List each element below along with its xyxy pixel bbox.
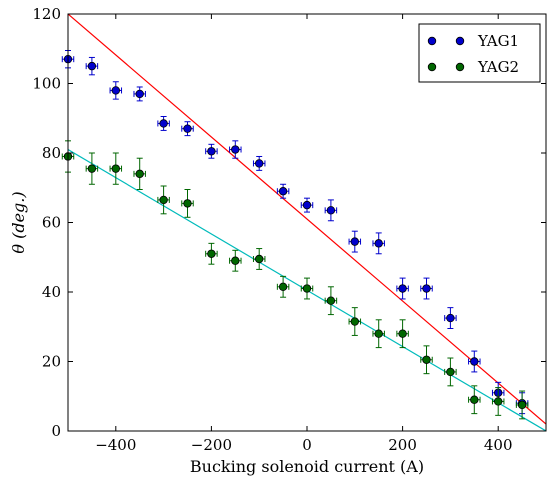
- x-tick-label: −400: [95, 436, 136, 454]
- data-point-marker: [422, 284, 431, 293]
- legend-label: YAG2: [477, 58, 519, 76]
- data-point-marker: [111, 86, 120, 95]
- data-point-yag2: [229, 249, 242, 272]
- data-point-yag2: [276, 275, 290, 298]
- data-point-yag2: [205, 242, 218, 265]
- data-point-marker: [231, 145, 240, 154]
- data-point-yag2: [133, 157, 146, 190]
- data-point-marker: [374, 329, 383, 338]
- data-point-yag1: [85, 56, 99, 76]
- x-axis-label: Bucking solenoid current (A): [190, 457, 424, 476]
- data-point-yag2: [181, 188, 194, 218]
- y-tick-label: 80: [42, 144, 61, 162]
- data-point-yag1: [420, 277, 433, 300]
- data-point-marker: [255, 159, 264, 168]
- x-tick-label: 0: [302, 436, 312, 454]
- legend-marker: [455, 62, 465, 72]
- data-point-yag1: [205, 143, 218, 159]
- legend-box: [418, 23, 541, 83]
- data-point-marker: [111, 164, 120, 173]
- data-point-yag2: [444, 357, 457, 387]
- data-point-yag1: [444, 307, 457, 329]
- data-point-yag1: [300, 197, 314, 213]
- data-point-yag2: [372, 319, 385, 349]
- y-axis-label: θ (deg.): [9, 191, 28, 253]
- data-point-yag1: [252, 155, 266, 171]
- data-point-yag2: [468, 385, 481, 415]
- data-point-marker: [446, 313, 455, 323]
- data-point-marker: [183, 124, 192, 133]
- y-tick-label: 100: [32, 75, 61, 93]
- data-point-yag1: [133, 86, 146, 102]
- data-point-marker: [302, 200, 312, 210]
- data-point-marker: [494, 397, 503, 406]
- data-point-yag1: [109, 81, 123, 100]
- data-point-marker: [398, 329, 407, 338]
- data-point-marker: [87, 164, 97, 173]
- data-point-marker: [470, 395, 479, 404]
- data-point-yag2: [109, 152, 123, 185]
- data-point-marker: [350, 237, 359, 246]
- data-point-marker: [422, 355, 431, 364]
- data-point-yag1: [324, 199, 338, 222]
- data-point-yag2: [420, 345, 433, 375]
- data-point-yag2: [348, 307, 362, 336]
- data-point-marker: [398, 284, 407, 293]
- legend-marker: [455, 36, 465, 46]
- legend-item-yag2: YAG2: [427, 58, 519, 76]
- data-point-marker: [278, 282, 288, 291]
- legend-item-yag1: YAG1: [427, 32, 519, 50]
- data-point-marker: [326, 296, 336, 305]
- data-point-yag1: [468, 350, 481, 373]
- data-point-yag1: [157, 116, 170, 131]
- data-point-yag1: [276, 183, 290, 199]
- y-tick-label: 40: [42, 283, 61, 301]
- data-point-marker: [302, 284, 312, 293]
- data-point-marker: [446, 367, 455, 377]
- data-point-marker: [255, 254, 264, 264]
- data-point-marker: [135, 89, 144, 99]
- data-point-marker: [207, 249, 216, 258]
- data-point-marker: [159, 195, 168, 205]
- data-point-yag2: [515, 390, 529, 420]
- data-point-yag1: [348, 230, 362, 253]
- fit-line-1: [68, 14, 546, 425]
- y-tick-label: 20: [42, 353, 61, 371]
- data-point-yag1: [229, 140, 242, 159]
- data-point-yag2: [300, 277, 314, 300]
- data-point-marker: [326, 206, 336, 215]
- data-point-yag1: [372, 232, 385, 255]
- legend: YAG1 YAG2: [418, 23, 541, 83]
- y-tick-label: 60: [42, 214, 61, 232]
- legend-label: YAG1: [477, 32, 519, 50]
- legend-marker: [427, 36, 437, 46]
- data-point-yag2: [252, 248, 266, 270]
- data-point-marker: [135, 169, 144, 179]
- data-point-yag1: [181, 121, 194, 137]
- data-point-marker: [470, 357, 479, 366]
- data-point-marker: [159, 119, 168, 128]
- data-point-yag2: [157, 185, 170, 215]
- x-tick-label: −200: [191, 436, 232, 454]
- data-point-marker: [207, 147, 216, 156]
- data-point-yag2: [324, 286, 338, 316]
- x-tick-label: 400: [484, 436, 513, 454]
- data-point-yag2: [491, 387, 505, 416]
- data-point-marker: [231, 256, 240, 265]
- data-point-marker: [183, 199, 192, 208]
- data-point-marker: [350, 317, 359, 326]
- plot-frame: [67, 13, 547, 432]
- y-tick-label: 0: [51, 422, 61, 440]
- data-point-yag1: [396, 277, 409, 300]
- data-point-yag2: [85, 152, 99, 185]
- legend-marker: [427, 62, 437, 72]
- data-point-marker: [278, 187, 288, 196]
- x-tick-label: 200: [388, 436, 417, 454]
- data-point-yag2: [396, 319, 409, 349]
- data-point-marker: [517, 400, 527, 410]
- data-point-marker: [374, 239, 383, 248]
- y-tick-label: 120: [32, 5, 61, 23]
- data-point-marker: [87, 61, 97, 71]
